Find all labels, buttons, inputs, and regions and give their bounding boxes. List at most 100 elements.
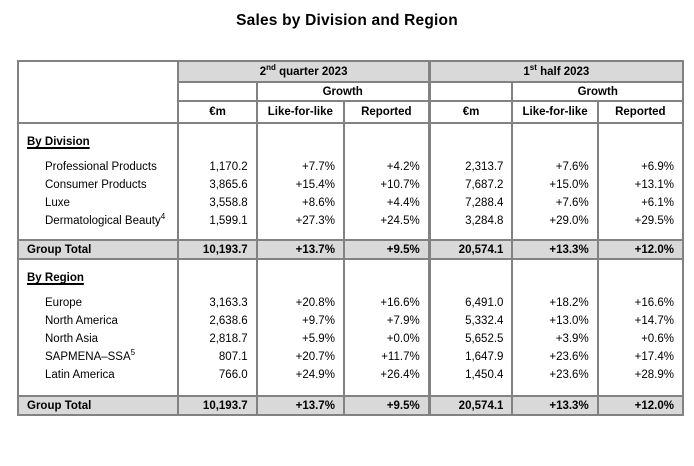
value-cell: +13.3% [511,395,599,416]
row-label: North Asia [16,330,180,348]
value-cell: +7.7% [255,158,345,176]
value-cell: +16.6% [342,294,431,312]
value-cell: +7.6% [511,194,599,212]
header-row-columns: €m Like-for-like Reported €m Like-for-li… [18,101,685,124]
row-label: Latin America [16,366,180,384]
value-cell: 3,163.3 [177,294,258,312]
value-cell: +13.0% [511,312,599,330]
table-row: Dermatological Beauty4 1,599.1 +27.3% +2… [16,212,685,230]
row-label: Dermatological Beauty4 [16,212,180,230]
sales-table: 2nd quarter 2023 1st half 2023 Growth Gr… [16,60,685,416]
row-label: Group Total [16,239,180,260]
table-row: Europe 3,163.3 +20.8% +16.6% 6,491.0 +18… [16,294,685,312]
row-label: SAPMENA–SSA5 [16,348,180,366]
value-cell: +20.7% [255,348,345,366]
value-cell: 5,652.5 [427,330,514,348]
header-eur-m-q2: €m [177,101,258,124]
value-cell: +15.4% [255,176,345,194]
value-cell: +13.7% [255,239,345,260]
value-cell: +9.5% [342,395,431,416]
spacer-row [16,230,685,240]
group-total-row: Group Total 10,193.7 +13.7% +9.5% 20,574… [16,239,685,260]
spacer-row [16,259,685,269]
ordinal-suffix: st [529,62,537,72]
section-heading-by-region: By Region [16,269,180,287]
corner-cell [16,61,180,124]
table-row: Luxe 3,558.8 +8.6% +4.4% 7,288.4 +7.6% +… [16,194,685,212]
spacer-row [16,151,685,158]
value-cell: +29.0% [511,212,599,230]
value-cell: +23.6% [511,348,599,366]
value-cell: 1,170.2 [177,158,258,176]
header-row-growth: Growth Growth [18,82,684,102]
header-h1-2023: 1st half 2023 [427,61,684,83]
header-reported-h1: Reported [596,101,685,124]
value-cell: +12.0% [596,395,685,416]
section-heading-row: By Region [16,269,685,287]
value-cell: +7.6% [511,158,599,176]
value-cell: 10,193.7 [177,395,258,416]
value-cell: +20.8% [255,294,345,312]
value-cell: +4.4% [342,194,431,212]
value-cell: 5,332.4 [427,312,514,330]
value-cell: +15.0% [511,176,599,194]
footnote-marker: 5 [130,348,136,358]
value-cell: +29.5% [596,212,685,230]
row-label: Europe [16,294,180,312]
row-label: Consumer Products [16,176,180,194]
footnote-marker: 4 [160,212,166,222]
header-growth-q2: Growth [255,82,431,102]
header-q2-2023: 2nd quarter 2023 [177,61,431,83]
value-cell: +10.7% [342,176,431,194]
value-cell: +12.0% [596,239,685,260]
header-reported-q2: Reported [342,101,431,124]
period-rest: half 2023 [536,65,590,78]
value-cell: +8.6% [255,194,345,212]
table-row: North America 2,638.6 +9.7% +7.9% 5,332.… [16,312,685,330]
group-total-row: Group Total 10,193.7 +13.7% +9.5% 20,574… [16,395,685,416]
value-cell: +9.5% [342,239,431,260]
value-cell: +26.4% [342,366,431,384]
spacer-row [16,123,685,133]
period-prefix: 2 [259,65,267,78]
ordinal-suffix: nd [266,62,276,72]
header-like-for-like-q2: Like-for-like [255,101,345,124]
value-cell: 2,313.7 [427,158,514,176]
value-cell: 10,193.7 [177,239,258,260]
value-cell: +3.9% [511,330,599,348]
value-cell: +0.0% [342,330,431,348]
header-growth-h1: Growth [511,82,684,102]
value-cell: +4.2% [342,158,431,176]
value-cell: +28.9% [596,366,685,384]
spacer-row [16,384,685,396]
page-title: Sales by Division and Region [236,12,458,29]
value-cell: 20,574.1 [427,395,514,416]
value-cell: +13.7% [255,395,345,416]
value-cell: 6,491.0 [427,294,514,312]
value-cell: 1,450.4 [427,366,514,384]
table-row: Latin America 766.0 +24.9% +26.4% 1,450.… [16,366,685,384]
value-cell: +23.6% [511,366,599,384]
value-cell: +17.4% [596,348,685,366]
value-cell: 3,558.8 [177,194,258,212]
value-cell: +6.1% [596,194,685,212]
section-heading-by-division: By Division [16,133,180,151]
value-cell: +0.6% [596,330,685,348]
row-label: Luxe [16,194,180,212]
value-cell: 1,599.1 [177,212,258,230]
period-rest: quarter 2023 [275,65,348,78]
value-cell: +6.9% [596,158,685,176]
table-row: Professional Products 1,170.2 +7.7% +4.2… [16,158,685,176]
value-cell: 7,687.2 [427,176,514,194]
value-cell: 20,574.1 [427,239,514,260]
value-cell: +5.9% [255,330,345,348]
row-label: Group Total [16,395,180,416]
table-row: SAPMENA–SSA5 807.1 +20.7% +11.7% 1,647.9… [16,348,685,366]
value-cell: 3,865.6 [177,176,258,194]
value-cell: +16.6% [596,294,685,312]
value-cell: +9.7% [255,312,345,330]
header-like-for-like-h1: Like-for-like [511,101,599,124]
value-cell: 766.0 [177,366,258,384]
row-label: Professional Products [16,158,180,176]
